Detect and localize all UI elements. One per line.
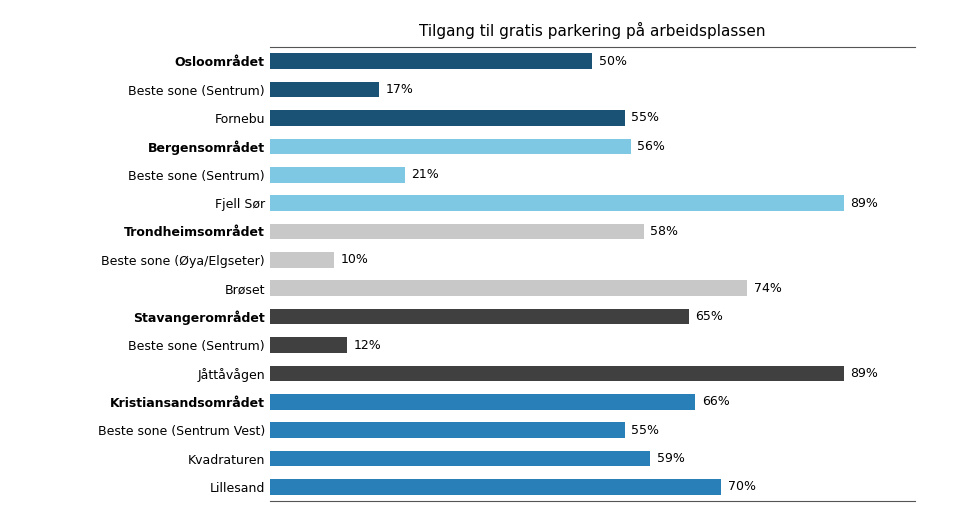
Bar xyxy=(270,53,592,69)
Bar xyxy=(270,138,631,154)
Bar xyxy=(270,394,695,410)
Text: 65%: 65% xyxy=(695,310,723,323)
Bar xyxy=(270,422,625,438)
Text: 55%: 55% xyxy=(631,111,659,124)
Text: 58%: 58% xyxy=(650,225,678,238)
Text: 12%: 12% xyxy=(353,338,381,351)
Bar xyxy=(270,252,334,268)
Text: 89%: 89% xyxy=(850,367,878,380)
Bar xyxy=(270,82,379,98)
Bar xyxy=(270,479,721,495)
Bar xyxy=(270,195,844,211)
Text: 89%: 89% xyxy=(850,197,878,210)
Bar xyxy=(270,309,690,325)
Bar xyxy=(270,223,644,239)
Text: 17%: 17% xyxy=(386,83,414,96)
Text: 50%: 50% xyxy=(599,55,627,68)
Bar xyxy=(270,110,625,126)
Bar xyxy=(270,337,347,353)
Text: 74%: 74% xyxy=(754,282,781,295)
Text: 66%: 66% xyxy=(702,395,730,408)
Text: 55%: 55% xyxy=(631,424,659,437)
Text: 59%: 59% xyxy=(657,452,685,465)
Title: Tilgang til gratis parkering på arbeidsplassen: Tilgang til gratis parkering på arbeidsp… xyxy=(419,22,766,39)
Bar xyxy=(270,450,650,466)
Text: 10%: 10% xyxy=(341,253,369,266)
Text: 70%: 70% xyxy=(728,480,756,493)
Bar xyxy=(270,365,844,381)
Bar xyxy=(270,167,405,183)
Text: 21%: 21% xyxy=(411,168,439,181)
Bar xyxy=(270,280,747,296)
Text: 56%: 56% xyxy=(638,140,665,153)
